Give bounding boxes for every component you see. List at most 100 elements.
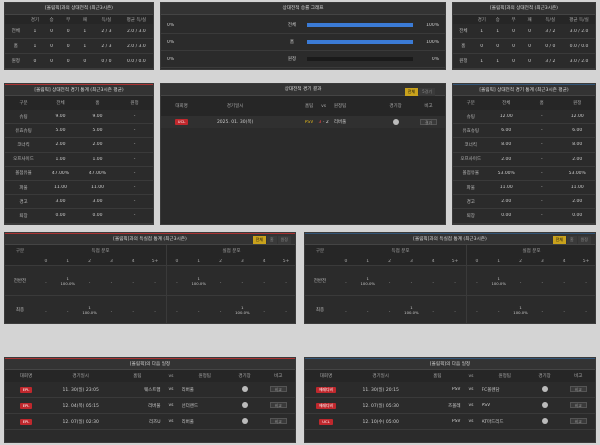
toggle-all[interactable]: 전체 [552, 236, 566, 244]
compare-button[interactable]: 비교 [269, 418, 287, 424]
col-header: 4 [562, 258, 566, 264]
toggle-away[interactable]: 원정 [277, 236, 291, 244]
table-cell: 1 100.0% [235, 305, 250, 315]
league-badge[interactable]: 에레디비 [316, 386, 336, 393]
col-header: 2 [519, 258, 522, 264]
col-header: 경기장 [238, 374, 251, 379]
right-pct: 0% [431, 56, 439, 62]
panel-title-text: [올림픽]과의 득실점 통계 (최근3시즌) [113, 237, 187, 242]
compare-button[interactable]: 비교 [569, 402, 587, 408]
stadium-cell [228, 402, 262, 409]
col-header: 구분 [19, 101, 28, 106]
away-team[interactable]: 선더랜드 [181, 403, 199, 409]
away-team[interactable]: PSV [481, 403, 491, 408]
league-badge[interactable]: EPL [19, 402, 33, 409]
stadium-icon[interactable] [541, 386, 548, 393]
stadium-icon[interactable] [241, 418, 248, 425]
toggle-home[interactable]: 홈 [566, 236, 577, 244]
away-team[interactable]: FC볼렌담 [481, 387, 500, 393]
col-header: 경기일시 [372, 374, 389, 379]
table-cell: - [410, 278, 413, 284]
table-cell: 0 [512, 58, 516, 64]
table-cell: - [540, 156, 543, 162]
compare-button[interactable]: 비교 [269, 402, 287, 408]
away-team[interactable]: 리버풀 [181, 419, 194, 425]
compare-button[interactable]: 비교 [269, 386, 287, 392]
toggle-home[interactable]: 홈 [266, 236, 277, 244]
table-cell: - [454, 307, 456, 313]
toggle-all[interactable]: 전체 [252, 236, 266, 244]
col-header: 경기장 [389, 104, 402, 109]
table-row: 홈 0 0 0 0 0 / 0 0.0 / 0.0 [453, 39, 595, 54]
row-label: 경고 [466, 199, 475, 205]
col-header: 득/실 [545, 17, 556, 23]
table-cell: 1 [496, 28, 500, 34]
league-badge[interactable]: UCL [319, 418, 333, 425]
col-header: 0 [175, 258, 179, 264]
h2h-match-results: 상대전적 경기 결과 대회명 경기일시 홈팀 vs 원정팀 경기장 비고 전체 … [160, 83, 446, 225]
league-badge[interactable]: UCL [174, 119, 189, 125]
league-badge[interactable]: EPL [19, 418, 33, 425]
panel-title: [올림픽]과의 상대전적 (최근3시즌) [5, 3, 153, 15]
away-team[interactable]: 리버풀 [333, 120, 347, 125]
stadium-icon[interactable] [541, 402, 548, 409]
stadium-icon[interactable] [241, 386, 248, 393]
col-header: 2 [219, 258, 222, 264]
table-cell: 1.00 [55, 156, 66, 162]
table-cell: 5.00 [92, 128, 103, 134]
table-cell: - [432, 278, 434, 284]
home-team[interactable]: 리즈U [148, 419, 161, 425]
col-header: 비고 [424, 104, 433, 109]
home-team[interactable]: 즈볼레 [448, 403, 461, 409]
table-row: 전반전 - 1 100.0% - - - - - 1 100.0% - - - - [305, 267, 595, 296]
home-team[interactable]: 리버풀 [148, 403, 161, 409]
col-header: 5+ [282, 258, 290, 264]
note-cell: 비교 [261, 418, 295, 425]
panel-title: [올림픽]과의 득실점 통계 (최근3시즌) 전체 홈 원정 [5, 233, 295, 245]
panel-title: [올림픽]의 다음 일정 [305, 358, 595, 370]
col-header: 패 [527, 17, 532, 23]
table-cell: - [133, 199, 136, 205]
table-cell: 3.00 [55, 199, 66, 205]
home-team[interactable]: PSV [304, 119, 314, 125]
table-cell: 0 [50, 28, 53, 34]
panel-title: 상대전적 승률 그래프 [161, 3, 445, 15]
stadium-icon[interactable] [392, 118, 399, 125]
col-header: 0 [475, 258, 479, 264]
league-badge[interactable]: 에레디비 [316, 402, 336, 409]
table-cell: - [133, 185, 136, 191]
compare-button[interactable]: 비교 [569, 386, 587, 392]
home-team[interactable]: PSV [451, 419, 461, 424]
table-cell: 1 [480, 58, 484, 64]
table-cell: 8.00 [572, 142, 583, 148]
toggle-5-games[interactable]: 5경기 [419, 88, 435, 96]
col-header: 승 [49, 17, 54, 23]
result-button[interactable]: 결과 [420, 118, 438, 125]
table-row: 코너킥 8.00 - 8.00 [453, 138, 595, 153]
home-team[interactable]: 웨스트햄 [143, 387, 161, 393]
table-cell: 1 [496, 58, 500, 64]
compare-button[interactable]: 비교 [569, 418, 587, 424]
table-cell: - [154, 278, 156, 284]
win-bar [307, 40, 413, 44]
away-team[interactable]: 리버풀 [181, 387, 194, 393]
table-cell: - [498, 307, 500, 313]
toggle-all[interactable]: 전체 [404, 88, 419, 96]
stadium-icon[interactable] [241, 402, 248, 409]
league-badge[interactable]: EPL [19, 386, 33, 393]
table-row: 유효슈팅 6.00 - 6.00 [453, 124, 595, 139]
vs-label: vs [168, 387, 174, 392]
vs-label: vs [468, 403, 474, 408]
toggle-away[interactable]: 원정 [577, 236, 591, 244]
table-cell: - [540, 185, 543, 191]
bar-track [307, 23, 417, 27]
fixture-row: UCL 12. 10(수) 05:00 PSV vs AT마드리드 비교 [305, 414, 595, 430]
right-pct: 100% [426, 39, 439, 45]
win-rate-graph: 상대전적 승률 그래프 0% 전체 100% 0% 홈 100% 0% 원정 0% [160, 2, 446, 70]
away-team[interactable]: AT마드리드 [481, 419, 504, 425]
table-cell: - [241, 278, 244, 284]
table-cell: - [540, 142, 543, 148]
home-team[interactable]: PSV [451, 387, 461, 392]
stadium-icon[interactable] [541, 418, 548, 425]
graph-row: 0% 홈 100% [161, 34, 445, 51]
